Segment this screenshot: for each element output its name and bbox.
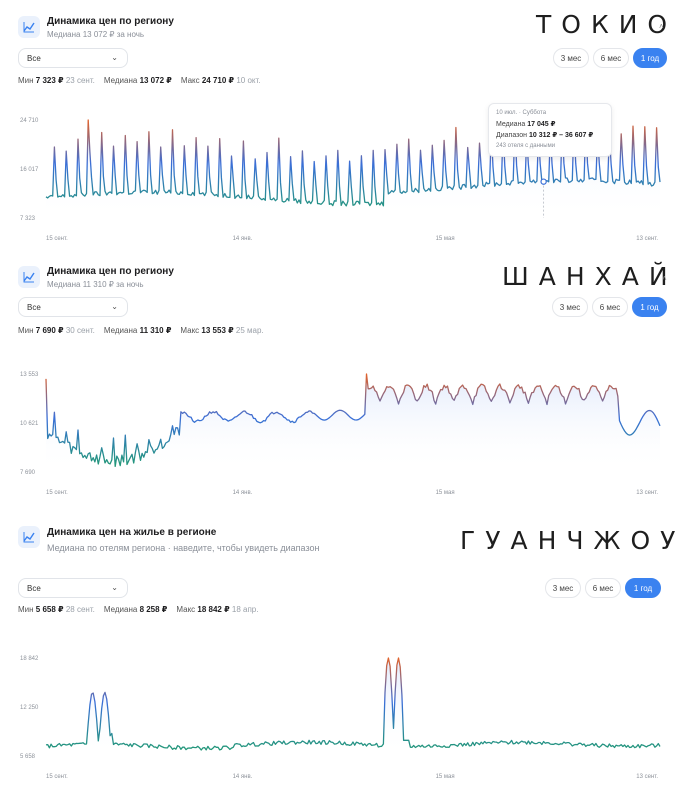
collapse-caret-icon[interactable]: ˄	[659, 22, 664, 31]
panel-subtitle: Медиана 11 310 ₽ за ночь	[47, 280, 144, 289]
range-1y-button[interactable]: 1 год	[633, 48, 667, 68]
price-line-chart[interactable]: 18 842 12 250 5 658 15 сент. 14 янв. 15 мая 13…	[0, 638, 682, 788]
panel-title: Динамика цен на жилье в регионе	[47, 527, 217, 538]
hotel-filter-select[interactable]: Все ⌄	[18, 578, 128, 598]
collapse-caret-icon[interactable]: ˄	[662, 274, 667, 283]
range-6m-button[interactable]: 6 мес	[592, 297, 628, 317]
chart-tooltip: 10 июл. · Суббота Медиана 17 045 ₽ Диапа…	[488, 103, 612, 157]
select-value: Все	[27, 302, 41, 312]
y-tick-label: 7 323	[20, 216, 36, 222]
tooltip-date: 10 июл. · Суббота	[496, 110, 547, 116]
y-tick-label: 18 842	[20, 656, 39, 662]
stats-row: Мин 7 323 ₽ 23 сент. Медиана 13 072 ₽ Макс…	[18, 76, 261, 85]
x-tick-label: 15 мая	[436, 490, 455, 496]
city-name: ШАНХАЙ	[502, 262, 678, 291]
chart-panel-guangzhou: Динамика цен на жилье в регионе Медиана …	[0, 518, 682, 800]
y-tick-label: 5 658	[20, 754, 36, 760]
chart-line-icon	[18, 16, 40, 38]
range-6m-button[interactable]: 6 мес	[593, 48, 629, 68]
city-name: ТОКИО	[536, 10, 678, 39]
chevron-down-icon: ⌄	[111, 302, 118, 311]
select-value: Все	[27, 583, 41, 593]
panel-title: Динамика цен по региону	[47, 16, 174, 27]
series-line	[45, 119, 661, 207]
x-tick-label: 14 янв.	[233, 490, 253, 496]
x-tick-label: 15 сент.	[46, 490, 68, 496]
y-tick-label: 7 690	[20, 470, 36, 476]
series-area	[46, 658, 660, 756]
x-tick-label: 14 янв.	[233, 774, 253, 780]
range-3m-button[interactable]: 3 мес	[552, 297, 588, 317]
range-1y-button[interactable]: 1 год	[625, 578, 661, 598]
series-line	[45, 373, 661, 468]
x-tick-label: 13 сент.	[636, 490, 658, 496]
stats-row: Мин 5 658 ₽ 28 сент. Медиана 8 258 ₽ Макс …	[18, 605, 259, 614]
panel-title: Динамика цен по региону	[47, 266, 174, 277]
chevron-down-icon: ⌄	[111, 53, 118, 62]
x-tick-label: 13 сент.	[636, 774, 658, 780]
x-tick-label: 15 сент.	[46, 236, 68, 242]
y-tick-label: 10 621	[20, 421, 39, 427]
panel-subtitle: Медиана 13 072 ₽ за ночь	[47, 30, 145, 39]
hotel-filter-select[interactable]: Все ⌄	[18, 48, 128, 68]
series-area	[46, 120, 660, 218]
range-6m-button[interactable]: 6 мес	[585, 578, 621, 598]
x-tick-label: 13 сент.	[636, 236, 658, 242]
y-tick-label: 13 553	[20, 372, 39, 378]
stats-row: Мин 7 690 ₽ 30 сент. Медиана 11 310 ₽ Макс…	[18, 326, 264, 335]
x-tick-label: 15 сент.	[46, 774, 68, 780]
series-area	[46, 374, 660, 472]
range-3m-button[interactable]: 3 мес	[545, 578, 581, 598]
y-tick-label: 24 710	[20, 118, 39, 124]
chart-panel-shanghai: Динамика цен по региону Медиана 11 310 ₽…	[0, 262, 682, 518]
y-tick-label: 16 017	[20, 167, 39, 173]
x-tick-label: 14 янв.	[233, 236, 253, 242]
select-value: Все	[27, 53, 41, 63]
x-tick-label: 15 мая	[436, 236, 455, 242]
hotel-filter-select[interactable]: Все ⌄	[18, 297, 128, 317]
y-tick-label: 12 250	[20, 705, 39, 711]
price-line-chart[interactable]: 13 553 10 621 7 690 15 сент. 14 янв. 15 мая 13…	[0, 354, 682, 504]
city-name: ГУАНЧЖОУ	[460, 526, 682, 555]
chart-line-icon	[18, 526, 40, 548]
chart-line-icon	[18, 266, 40, 288]
chart-panel-tokyo: Динамика цен по региону Медиана 13 072 ₽…	[0, 0, 682, 262]
price-line-chart[interactable]: 24 710 16 017 7 323 15 сент. 14 янв. 15 мая 13…	[0, 100, 682, 250]
range-3m-button[interactable]: 3 мес	[553, 48, 589, 68]
x-tick-label: 15 мая	[436, 774, 455, 780]
hover-point	[540, 178, 547, 185]
chevron-down-icon: ⌄	[111, 583, 118, 592]
series-line	[45, 657, 661, 751]
range-1y-button[interactable]: 1 год	[632, 297, 667, 317]
panel-subtitle: Медиана по отелям региона · наведите, чт…	[47, 543, 320, 553]
